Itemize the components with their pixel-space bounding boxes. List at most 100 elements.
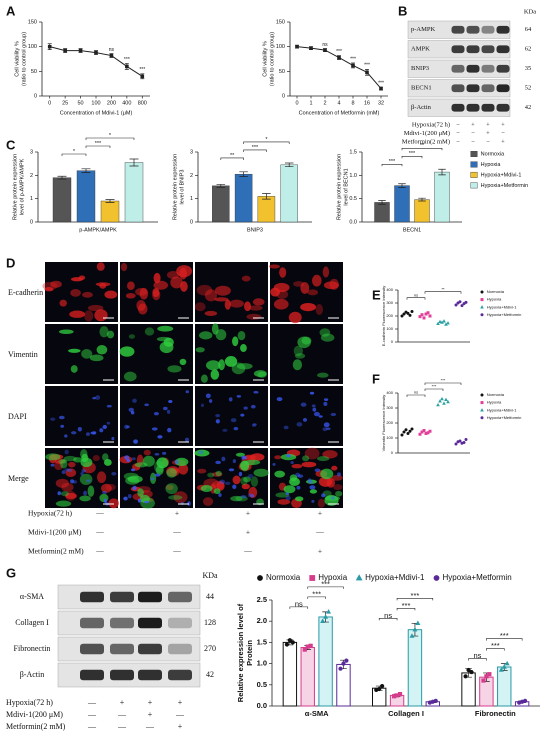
condition-sign: + <box>486 130 490 137</box>
cell-signal <box>311 274 322 287</box>
legend-label: Hypoxia+Mdivi-1 <box>487 407 517 412</box>
cell-signal <box>166 409 171 414</box>
blot-row-label: Fibronectin <box>14 644 51 653</box>
cell-signal <box>64 449 69 455</box>
cell-signal <box>200 403 204 408</box>
cell-signal <box>82 291 93 298</box>
blot-band <box>466 25 480 34</box>
cell-signal <box>211 323 219 335</box>
blot-band <box>466 64 480 73</box>
y-tick-label: 150 <box>276 19 285 25</box>
cell-signal <box>127 281 135 291</box>
cell-signal <box>131 457 136 461</box>
cell-signal <box>335 490 343 497</box>
condition-sign: + <box>501 138 505 145</box>
significance-label: ns <box>295 599 303 608</box>
cell-signal <box>222 428 228 432</box>
blot-band <box>110 643 134 655</box>
data-point <box>484 674 489 679</box>
y-tick-label: 0.5 <box>257 680 267 689</box>
data-point <box>400 314 404 318</box>
y-tick-label: 150 <box>28 19 37 25</box>
significance-label: *** <box>336 49 342 55</box>
y-tick-label: 50 <box>279 69 285 75</box>
significance-bracket <box>406 394 426 397</box>
cell-signal <box>128 407 134 412</box>
blot-band <box>481 45 495 54</box>
cell-signal <box>210 369 220 380</box>
significance-label: ns <box>414 390 418 395</box>
cell-signal <box>331 465 338 471</box>
cell-signal <box>197 468 207 474</box>
legend-label: Hypoxia <box>481 162 502 168</box>
condition-label: Hypoxia(72 h) <box>412 121 450 128</box>
y-tick-label: 50 <box>31 69 37 75</box>
micrograph-row-label: Vimentin <box>8 350 38 359</box>
data-point <box>408 313 412 317</box>
data-point <box>418 432 422 436</box>
error-bar <box>239 171 248 177</box>
cell-signal <box>70 479 75 484</box>
cell-signal <box>239 460 250 471</box>
significance-label: ns <box>414 292 418 297</box>
legend-swatch <box>470 182 478 189</box>
condition-sign: + <box>471 121 475 128</box>
cell-signal <box>216 481 225 491</box>
significance-bracket <box>468 658 487 661</box>
error-bar <box>398 183 406 188</box>
cell-signal <box>130 411 135 415</box>
cell-signal <box>154 473 161 477</box>
cell-signal <box>45 453 61 461</box>
cell-signal <box>333 484 343 491</box>
cell-signal <box>165 484 174 491</box>
condition-sign: − <box>471 138 475 145</box>
x-tick-label: 0 <box>295 100 298 106</box>
condition-sign: — <box>95 509 104 518</box>
y-tick-label: 0 <box>30 219 33 225</box>
cell-signal <box>80 471 84 476</box>
data-point <box>365 70 369 75</box>
cell-signal <box>330 412 337 417</box>
cell-signal <box>170 276 183 289</box>
condition-sign: + <box>318 547 322 556</box>
cell-signal <box>139 494 150 503</box>
cell-signal <box>136 299 146 311</box>
cell-signal <box>90 431 97 435</box>
legend-label: Hypoxia <box>487 400 502 405</box>
cell-signal <box>125 292 136 299</box>
blot-band <box>110 591 134 603</box>
condition-sign: + <box>148 698 153 707</box>
cell-signal <box>268 264 280 269</box>
blot-row-label: α-SMA <box>20 592 44 601</box>
cell-signal <box>157 325 174 332</box>
cell-signal <box>80 457 93 468</box>
blot-row-label: BNIP3 <box>411 65 429 72</box>
blot-band <box>168 591 192 603</box>
y-tick-label: 100 <box>386 326 393 331</box>
cell-signal <box>315 304 323 316</box>
y-tick-label: 0 <box>282 93 285 99</box>
cell-signal <box>106 330 115 339</box>
blot-band <box>168 643 192 655</box>
data-point <box>436 402 440 407</box>
cell-signal <box>111 471 117 476</box>
significance-label: *** <box>252 145 259 151</box>
legend-swatch <box>480 393 484 397</box>
y-tick-label: 0.5 <box>349 196 357 202</box>
error-bar <box>216 184 226 188</box>
condition-sign: + <box>501 121 505 128</box>
cell-signal <box>200 485 213 493</box>
data-point <box>63 48 67 53</box>
cell-signal <box>248 305 263 311</box>
legend-label: Normoxia <box>481 151 505 157</box>
cell-signal <box>224 299 231 310</box>
data-point <box>504 660 510 666</box>
condition-sign: — <box>117 722 127 731</box>
cell-signal <box>64 468 70 472</box>
data-point <box>397 692 403 697</box>
cell-signal <box>228 468 235 472</box>
cell-signal <box>100 483 112 493</box>
cell-signal <box>230 495 243 502</box>
cell-signal <box>50 417 56 421</box>
cell-signal <box>221 456 226 462</box>
